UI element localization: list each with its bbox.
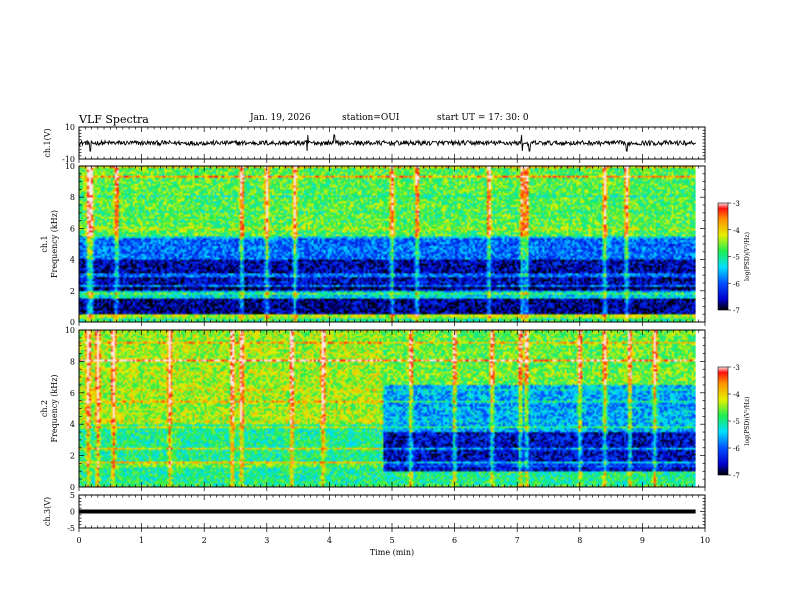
x-tick-label: 5	[389, 536, 394, 545]
colorbar-1	[717, 202, 729, 311]
x-tick-label: 2	[202, 536, 207, 545]
colorbar-tick-label: -6	[733, 445, 740, 453]
x-tick-label: 8	[577, 536, 582, 545]
ch1-spec-ytick-label: 6	[70, 224, 75, 233]
ch1-spec-ytick-label: 0	[70, 318, 75, 327]
colorbar-tick-label: -4	[733, 227, 740, 235]
x-tick-label: 9	[640, 536, 645, 545]
colorbar-label: log(PSD)(V²/Hz)	[744, 232, 751, 281]
ch1-wave-ytick-label: -10	[62, 155, 75, 164]
ch1-wave-ytick-label: 10	[65, 123, 75, 132]
ch2-spectrogram-ylabel-channel: ch.2	[40, 400, 49, 417]
colorbar-tick-label: -6	[733, 280, 740, 288]
colorbar-tick-label: -7	[733, 472, 740, 480]
ch3-wave-ytick-label: 5	[70, 491, 75, 500]
header-start-time: start UT = 17: 30: 0	[437, 113, 529, 123]
x-tick-label: 6	[452, 536, 457, 545]
x-tick-label: 7	[515, 536, 520, 545]
header-title: VLF Spectra	[79, 113, 149, 126]
colorbar-tick-label: -3	[733, 200, 740, 208]
ch1-spectrogram-ylabel-frequency: Frequency (kHz)	[50, 210, 59, 278]
ch1-spec-ytick-label: 2	[70, 287, 75, 296]
spectrogram-image-2	[79, 330, 696, 487]
x-axis-label: Time (min)	[370, 548, 414, 557]
ch3-waveform-ylabel: ch.3(V)	[43, 497, 52, 526]
header-station: station=OUI	[342, 113, 400, 123]
x-tick-label: 4	[327, 536, 332, 545]
ch1-waveform-trace	[79, 134, 696, 152]
colorbar-tick-label: -5	[733, 254, 740, 262]
ch3-wave-ytick-label: -5	[67, 524, 75, 533]
ch1-spectrogram-ylabel-channel: ch.1	[40, 235, 49, 252]
ch1-spec-ytick-label: 4	[70, 256, 75, 265]
spectrogram-image-1	[79, 166, 696, 322]
x-tick-label: 1	[139, 536, 144, 545]
x-tick-label: 10	[700, 536, 710, 545]
colorbar-2	[717, 366, 729, 476]
ch1-spec-ytick-label: 10	[65, 162, 75, 171]
ch3-wave-ytick-label: 0	[70, 508, 75, 517]
x-tick-label: 3	[264, 536, 269, 545]
ch2-spectrogram-ylabel-frequency: Frequency (kHz)	[50, 374, 59, 442]
ch1-waveform-ylabel: ch.1(V)	[43, 128, 52, 157]
ch1-spec-ytick-label: 8	[70, 193, 75, 202]
ch2-spec-ytick-label: 6	[70, 389, 75, 398]
colorbar-tick-label: -7	[733, 307, 740, 315]
ch2-spec-ytick-label: 8	[70, 357, 75, 366]
colorbar-tick-label: -5	[733, 418, 740, 426]
ch2-spec-ytick-label: 2	[70, 452, 75, 461]
colorbar-tick-label: -4	[733, 391, 740, 399]
header-date: Jan. 19, 2026	[250, 113, 311, 123]
colorbar-label: log(PSD)(V²/Hz)	[744, 397, 751, 446]
ch2-spec-ytick-label: 10	[65, 326, 75, 335]
colorbar-tick-label: -3	[733, 364, 740, 372]
ch2-spec-ytick-label: 4	[70, 420, 75, 429]
ch2-spec-ytick-label: 0	[70, 483, 75, 492]
x-tick-label: 0	[76, 536, 81, 545]
